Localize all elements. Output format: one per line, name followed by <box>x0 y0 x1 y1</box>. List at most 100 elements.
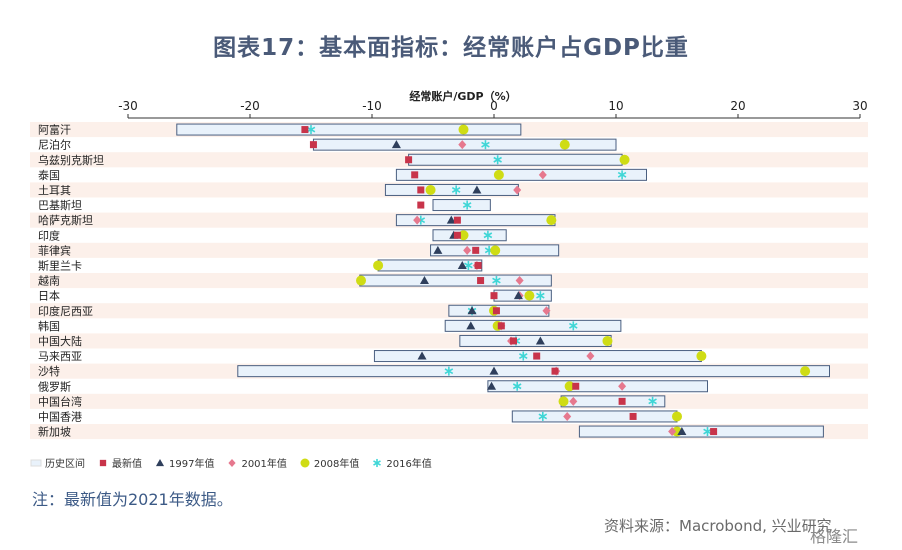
latest-point <box>309 141 317 149</box>
asterisk-stroke <box>492 277 501 284</box>
y2008-point <box>619 154 630 165</box>
y2008-point <box>602 335 613 346</box>
y2016-point <box>483 230 493 240</box>
category-label: 乌兹别克斯坦 <box>38 153 104 167</box>
watermark-text: 格隆汇 <box>810 527 859 546</box>
asterisk-stroke <box>512 383 522 390</box>
y2008-point <box>356 275 367 286</box>
y2001-point <box>542 306 551 316</box>
y1997-point <box>419 276 429 285</box>
y2008-point <box>672 411 682 422</box>
legend-item-latest: 最新值 <box>97 455 142 470</box>
y2001-point <box>569 396 578 406</box>
category-label: 俄罗斯 <box>38 380 71 393</box>
y2016-point <box>464 260 473 270</box>
category-label: 印度 <box>38 228 60 242</box>
legend-marker <box>99 459 107 466</box>
y1997-point <box>487 381 497 390</box>
category-label: 新加坡 <box>38 425 71 439</box>
category-label: 斯里兰卡 <box>38 259 82 272</box>
x-tick-label: -30 <box>118 99 138 113</box>
category-label: 中国大陆 <box>38 334 82 348</box>
chart-title: 图表17：基本面指标：经常账户占GDP比重 <box>213 35 689 61</box>
latest-point <box>477 277 485 285</box>
legend-item-range: 历史区间 <box>30 455 85 470</box>
latest-point <box>710 428 718 436</box>
latest-point <box>510 337 518 345</box>
latest-point <box>618 397 626 405</box>
x-tick-label: -20 <box>240 99 260 113</box>
category-label: 泰国 <box>38 168 60 182</box>
legend-range-swatch <box>30 459 42 466</box>
latest-point <box>472 246 480 254</box>
y2008-point <box>558 396 569 407</box>
range-bar <box>377 259 483 272</box>
legend-symbol <box>155 458 165 466</box>
latest-point <box>629 412 637 420</box>
y2008-point <box>559 139 570 150</box>
range-bar <box>237 365 831 378</box>
y2016-point <box>492 276 501 286</box>
category-label: 沙特 <box>38 364 60 378</box>
latest-point <box>453 231 461 239</box>
range-bar <box>459 334 612 347</box>
legend-symbol <box>228 458 237 467</box>
asterisk-stroke <box>518 353 528 359</box>
asterisk-stroke <box>462 202 472 208</box>
latest-point <box>533 352 541 360</box>
latest-point <box>492 307 500 315</box>
asterisk-stroke <box>617 171 627 178</box>
y2001-point <box>513 185 522 195</box>
category-label: 土耳其 <box>38 184 71 197</box>
category-label: 中国台湾 <box>38 394 82 408</box>
y2016-point <box>538 411 548 421</box>
y1997-point <box>433 245 443 254</box>
legend-label: 2016年值 <box>386 459 432 470</box>
y2016-point <box>306 125 316 135</box>
range-bar <box>511 410 678 423</box>
asterisk-stroke <box>451 187 461 193</box>
asterisk-stroke <box>648 398 657 405</box>
y2016-point <box>444 366 454 376</box>
category-label: 中国香港 <box>38 410 82 423</box>
range-bar <box>395 168 647 181</box>
y1997-point <box>466 321 476 330</box>
y2016-point <box>512 381 522 391</box>
category-label: 日本 <box>38 289 60 303</box>
category-label: 韩国 <box>38 319 60 333</box>
y2001-point <box>463 245 472 255</box>
y2001-point <box>586 351 595 361</box>
y2016-point <box>481 140 490 150</box>
asterisk-stroke <box>306 126 316 133</box>
y2008-point <box>373 260 384 271</box>
asterisk-stroke <box>464 262 473 269</box>
latest-point <box>551 367 559 375</box>
latest-point <box>572 382 580 390</box>
range-bar <box>176 123 522 136</box>
legend-label: 1997年值 <box>169 459 215 470</box>
y2001-point <box>515 276 524 286</box>
category-label: 尼泊尔 <box>38 139 71 152</box>
asterisk-stroke <box>373 459 382 466</box>
legend-marker <box>300 458 310 467</box>
x-tick-label: -10 <box>362 99 382 113</box>
y1997-point <box>457 260 467 269</box>
legend-item-y1997: 1997年值 <box>154 455 214 470</box>
y1997-point <box>417 351 427 360</box>
y2008-point <box>696 351 707 362</box>
y2008-point <box>564 381 575 392</box>
x-tick-label: 10 <box>608 99 623 113</box>
legend-label: 历史区间 <box>45 459 85 470</box>
latest-point <box>490 292 498 300</box>
y2016-point <box>462 200 472 210</box>
category-label: 哈萨克斯坦 <box>38 213 93 227</box>
range-bar <box>432 229 507 242</box>
y2001-point <box>668 427 677 437</box>
legend-symbol <box>373 458 382 467</box>
y2016-point <box>569 321 578 331</box>
y1997-point <box>513 291 523 300</box>
legend-symbol <box>99 459 107 466</box>
latest-point <box>497 322 505 330</box>
range-bar <box>432 199 491 212</box>
